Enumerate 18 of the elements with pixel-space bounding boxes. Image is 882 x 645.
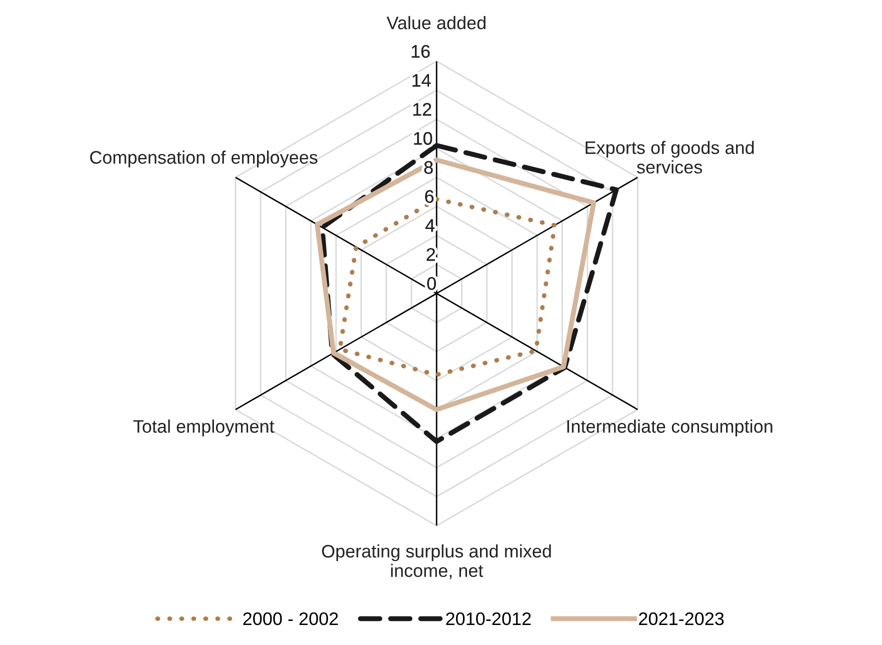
spoke-label: Intermediate consumption: [567, 420, 772, 436]
spoke-label: Operating surplus and mixed income, net: [322, 544, 551, 580]
legend-label: 2000 - 2002: [243, 612, 338, 626]
legend-label: 2021-2023: [639, 612, 724, 626]
y-tick-label: 0: [427, 277, 436, 290]
legend-label: 2010-2012: [446, 612, 531, 626]
spoke-label: Compensation of employees: [90, 150, 318, 168]
y-tick-label: 10: [414, 132, 432, 145]
y-tick-label: 6: [425, 190, 434, 203]
spoke-label: Exports of goods and services: [586, 140, 754, 174]
spoke-label: Total employment: [133, 420, 274, 436]
spoke-label: Value added: [386, 16, 486, 30]
y-tick-label: 16: [412, 45, 430, 58]
y-tick-label: 8: [424, 161, 433, 174]
y-tick-label: 4: [425, 219, 435, 232]
y-tick-label: 14: [412, 74, 431, 87]
y-tick-label: 12: [413, 103, 432, 116]
y-tick-label: 2: [426, 248, 435, 261]
